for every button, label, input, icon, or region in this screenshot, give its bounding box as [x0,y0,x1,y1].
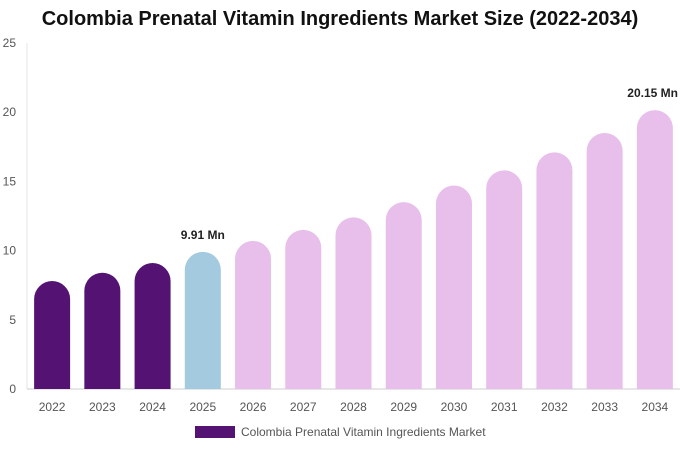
y-tick-label-20: 20 [3,105,17,119]
bar-2034 [636,110,673,389]
x-tick-label-2025: 2025 [189,400,216,414]
x-tick-label-2023: 2023 [89,400,116,414]
bar-2030 [435,185,472,389]
legend: Colombia Prenatal Vitamin Ingredients Ma… [195,425,486,439]
x-tick-label-2032: 2032 [541,400,568,414]
bar-2031 [486,170,523,389]
x-tick-label-2034: 2034 [642,400,669,414]
bar-2023 [84,272,121,389]
x-tick-label-2033: 2033 [591,400,618,414]
bar-2027 [285,229,322,389]
data-label-2034: 20.15 Mn [627,86,678,100]
data-labels: 9.91 Mn 20.15 Mn [181,86,678,242]
x-tick-label-2027: 2027 [290,400,317,414]
y-tick-label-10: 10 [3,244,17,258]
bars [34,110,673,389]
x-tick-label-2029: 2029 [390,400,417,414]
y-tick-label-15: 15 [3,174,17,188]
y-tick-label-25: 25 [3,36,17,50]
bar-2029 [385,202,422,389]
bar-2025 [184,251,221,389]
legend-swatch [195,426,235,438]
x-tick-label-2026: 2026 [240,400,267,414]
bar-2028 [335,217,372,389]
chart-title: Colombia Prenatal Vitamin Ingredients Ma… [41,8,639,30]
bar-2024 [134,263,171,389]
y-tick-label-5: 5 [9,313,16,327]
legend-label: Colombia Prenatal Vitamin Ingredients Ma… [241,425,486,439]
x-tick-label-2024: 2024 [139,400,166,414]
x-tick-label-2022: 2022 [39,400,66,414]
x-tick-label-2028: 2028 [340,400,367,414]
bar-2022 [34,281,71,389]
bar-2032 [536,152,573,389]
bar-2033 [586,132,623,389]
y-tick-label-0: 0 [9,382,16,396]
data-label-2025: 9.91 Mn [181,228,225,242]
bar-2026 [235,240,272,389]
x-tick-label-2031: 2031 [491,400,518,414]
x-tick-label-2030: 2030 [441,400,468,414]
